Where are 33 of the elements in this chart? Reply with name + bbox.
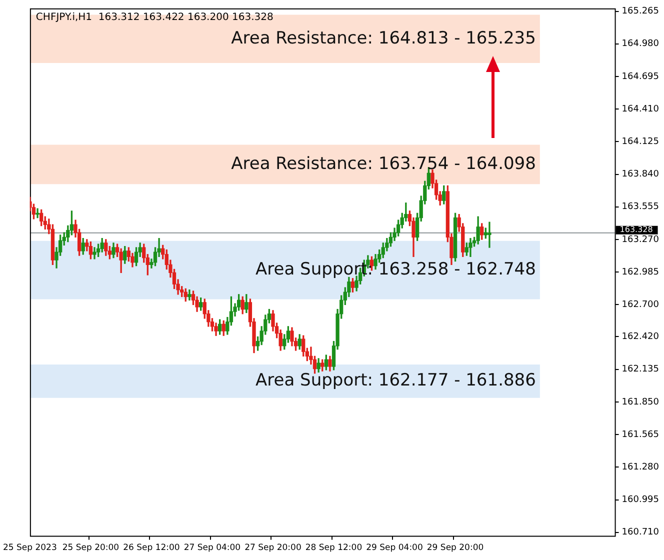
x-tick-label: 28 Sep 12:00 <box>305 543 362 554</box>
candlestick <box>488 222 492 248</box>
y-tick-label: 165.265 <box>622 6 659 17</box>
y-tick-label: 160.995 <box>622 495 659 506</box>
band-label: Area Resistance: 164.813 - 165.235 <box>231 28 536 48</box>
x-tick-label: 25 Sep 20:00 <box>62 543 120 554</box>
x-tick-label: 29 Sep 20:00 <box>426 543 484 554</box>
y-tick-label: 160.710 <box>622 528 660 538</box>
y-tick-label: 161.565 <box>622 430 659 440</box>
y-tick-label: 162.420 <box>622 332 660 342</box>
x-tick-label: 26 Sep 12:00 <box>123 543 180 554</box>
band-label: Area Resistance: 163.754 - 164.098 <box>231 154 536 174</box>
y-tick-label: 162.985 <box>622 267 659 278</box>
y-tick-label: 163.840 <box>622 170 660 180</box>
candlestick <box>36 208 40 218</box>
y-tick-label: 162.700 <box>622 300 660 310</box>
x-tick-label: 27 Sep 04:00 <box>184 543 241 554</box>
y-tick-label: 161.850 <box>622 397 660 408</box>
x-tick-label: 27 Sep 20:00 <box>244 543 302 554</box>
y-tick-label: 164.125 <box>622 137 659 148</box>
y-tick-label: 164.695 <box>622 72 659 82</box>
y-tick-label: 163.270 <box>622 234 660 245</box>
x-tick-label: 25 Sep 2023 <box>3 543 57 554</box>
y-tick-label: 164.980 <box>622 39 660 50</box>
chart-title: CHFJPY.i,H1 163.312 163.422 163.200 163.328 <box>36 12 274 23</box>
candlestick <box>92 247 96 260</box>
y-tick-label: 161.280 <box>622 462 660 472</box>
y-tick-label: 164.410 <box>622 104 660 114</box>
x-tick-label: 29 Sep 04:00 <box>366 543 423 554</box>
ref-line-label: 163.328 <box>620 225 653 234</box>
y-tick-label: 162.135 <box>622 364 659 375</box>
y-tick-label: 163.555 <box>622 202 659 212</box>
band-label: Area Support: 162.177 - 161.886 <box>256 370 536 391</box>
